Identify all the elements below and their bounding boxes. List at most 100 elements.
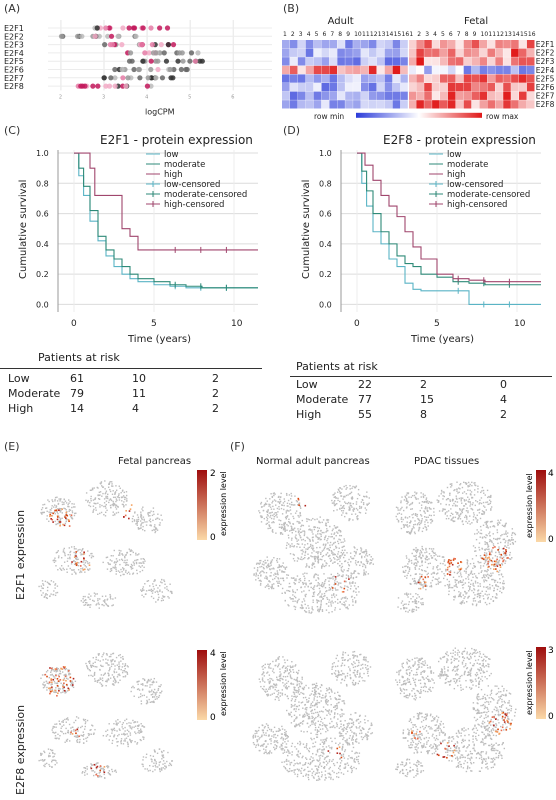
cell-point: [54, 500, 56, 502]
cell-point: [113, 513, 116, 515]
cell-point: [95, 502, 97, 505]
cell-point: [56, 591, 59, 594]
cell-point: [444, 574, 446, 577]
cell-point: [468, 581, 470, 584]
expressing-cell: [75, 562, 77, 565]
cell-point: [310, 519, 312, 521]
cell-point: [49, 755, 51, 757]
heatmap-cell: [479, 74, 488, 83]
cell-point: [351, 498, 353, 500]
cell-point: [489, 588, 491, 590]
cell-point: [303, 531, 306, 533]
cell-point: [119, 654, 121, 656]
risk-value: 77: [358, 393, 372, 406]
heatmap-cell: [503, 91, 511, 100]
cell-point: [445, 568, 447, 571]
cell-point: [154, 698, 157, 700]
cell-point: [334, 582, 336, 584]
cell-point: [146, 681, 148, 683]
cell-point: [66, 568, 68, 570]
cell-point: [468, 520, 470, 523]
expressing-cell: [486, 557, 489, 559]
cell-point: [458, 514, 460, 516]
cell-point: [154, 530, 157, 532]
cell-point: [336, 531, 338, 533]
cell-point: [443, 559, 446, 561]
cell-point: [163, 595, 166, 598]
cell-point: [356, 515, 358, 518]
cell-point: [73, 728, 75, 731]
cell-point: [319, 710, 321, 713]
cell-point: [272, 587, 275, 590]
heatmap-cell: [511, 83, 519, 92]
cell-point: [432, 548, 435, 550]
expressing-cell: [62, 523, 64, 526]
expressing-cell: [49, 687, 52, 689]
cell-point: [441, 491, 443, 493]
data-point: [153, 75, 159, 81]
cell-point: [314, 555, 316, 558]
cell-point: [301, 720, 304, 723]
heatmap-cell: [408, 40, 416, 49]
cell-point: [495, 597, 497, 599]
cell-point: [329, 554, 331, 557]
cell-point: [269, 527, 272, 529]
cell-point: [303, 590, 305, 592]
cell-point: [333, 493, 335, 496]
cell-point: [354, 562, 357, 564]
cell-point: [56, 670, 59, 672]
cell-point: [92, 770, 94, 772]
cell-point: [92, 499, 95, 501]
cell-point: [85, 560, 87, 562]
cell-point: [469, 489, 471, 492]
data-point: [148, 66, 154, 73]
heatmap-cell: [305, 48, 314, 57]
cell-point: [420, 557, 422, 560]
cell-point: [157, 598, 159, 601]
cell-point: [437, 555, 439, 557]
cell-point: [165, 766, 167, 769]
cell-point: [487, 576, 490, 579]
cell-point: [297, 531, 300, 534]
cell-point: [358, 511, 361, 513]
cell-point: [459, 579, 462, 582]
cell-point: [484, 541, 486, 543]
cell-point: [128, 725, 131, 727]
heatmap-cell: [297, 91, 306, 100]
cell-point: [305, 584, 307, 586]
cell-point: [311, 563, 313, 566]
cell-point: [430, 585, 433, 588]
cell-point: [98, 498, 101, 500]
x-tick-label: 5: [188, 94, 191, 100]
cell-point: [106, 495, 109, 498]
cell-point: [97, 487, 99, 489]
expressing-cell: [59, 524, 61, 527]
data-point: [139, 42, 145, 48]
cell-point: [406, 531, 408, 533]
cell-point: [360, 561, 363, 564]
heatmap-cell: [526, 74, 535, 83]
cell-point: [63, 568, 65, 571]
cell-point: [148, 690, 150, 693]
cell-point: [441, 570, 443, 573]
cell-point: [353, 507, 355, 510]
cell-point: [115, 656, 118, 659]
data-point: [127, 50, 134, 56]
legend-entry: low: [447, 150, 462, 160]
cell-point: [62, 549, 65, 551]
cell-point: [157, 517, 159, 519]
risk-value: 2: [212, 372, 219, 385]
cell-point: [94, 507, 97, 509]
cell-point: [279, 498, 281, 501]
cell-point: [268, 664, 271, 666]
cell-point: [474, 482, 476, 484]
cell-point: [352, 601, 354, 603]
cell-point: [467, 573, 470, 576]
cell-point: [337, 602, 339, 604]
cell-point: [340, 582, 342, 584]
cell-point: [108, 770, 111, 772]
cell-point: [477, 601, 480, 603]
cell-point: [61, 671, 64, 673]
cell-point: [487, 588, 489, 590]
cell-point: [456, 501, 459, 503]
